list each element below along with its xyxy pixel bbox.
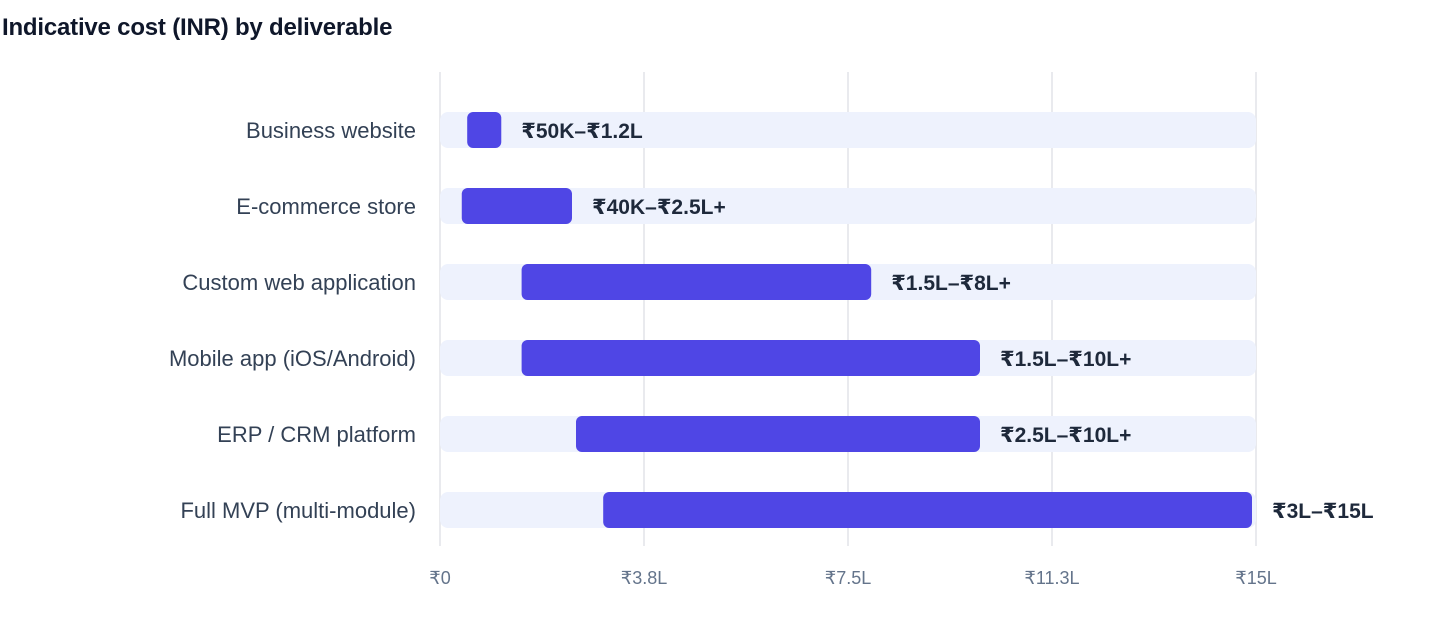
range-bar (603, 492, 1252, 528)
range-bar (576, 416, 980, 452)
category-label: E-commerce store (236, 194, 416, 219)
range-bar (461, 188, 572, 224)
chart-title: Indicative cost (INR) by deliverable (2, 14, 393, 41)
x-tick-label: ₹0 (429, 568, 450, 588)
x-tick-label: ₹15L (1235, 568, 1276, 588)
bar-track (440, 188, 1256, 224)
data-label: ₹1.5L–₹10L+ (1000, 348, 1131, 371)
category-label: Business website (246, 118, 416, 143)
bar-track (440, 112, 1256, 148)
category-label: Full MVP (multi-module) (180, 498, 416, 523)
x-axis-ticks: ₹0 ₹3.8L ₹7.5L ₹11.3L ₹15L (429, 568, 1276, 588)
range-bar (521, 264, 872, 300)
gridlines (439, 72, 1257, 546)
category-label: Mobile app (iOS/Android) (169, 346, 416, 371)
data-label: ₹3L–₹15L (1272, 500, 1374, 523)
x-tick-label: ₹7.5L (825, 568, 872, 588)
category-labels: Business website E-commerce store Custom w… (169, 118, 416, 523)
value-labels: ₹50K–₹1.2L ₹40K–₹2.5L+ ₹1.5L–₹8L+ ₹1.5L–₹10… (521, 120, 1373, 523)
category-label: ERP / CRM platform (217, 422, 416, 447)
category-label: Custom web application (182, 270, 416, 295)
range-bar (467, 112, 502, 148)
data-label: ₹1.5L–₹8L+ (891, 272, 1011, 295)
range-bar (521, 340, 980, 376)
x-tick-label: ₹11.3L (1024, 568, 1079, 588)
data-label: ₹2.5L–₹10L+ (1000, 424, 1131, 447)
data-label: ₹40K–₹2.5L+ (592, 196, 726, 219)
x-tick-label: ₹3.8L (621, 568, 668, 588)
data-label: ₹50K–₹1.2L (521, 120, 643, 143)
bars (461, 112, 1252, 528)
